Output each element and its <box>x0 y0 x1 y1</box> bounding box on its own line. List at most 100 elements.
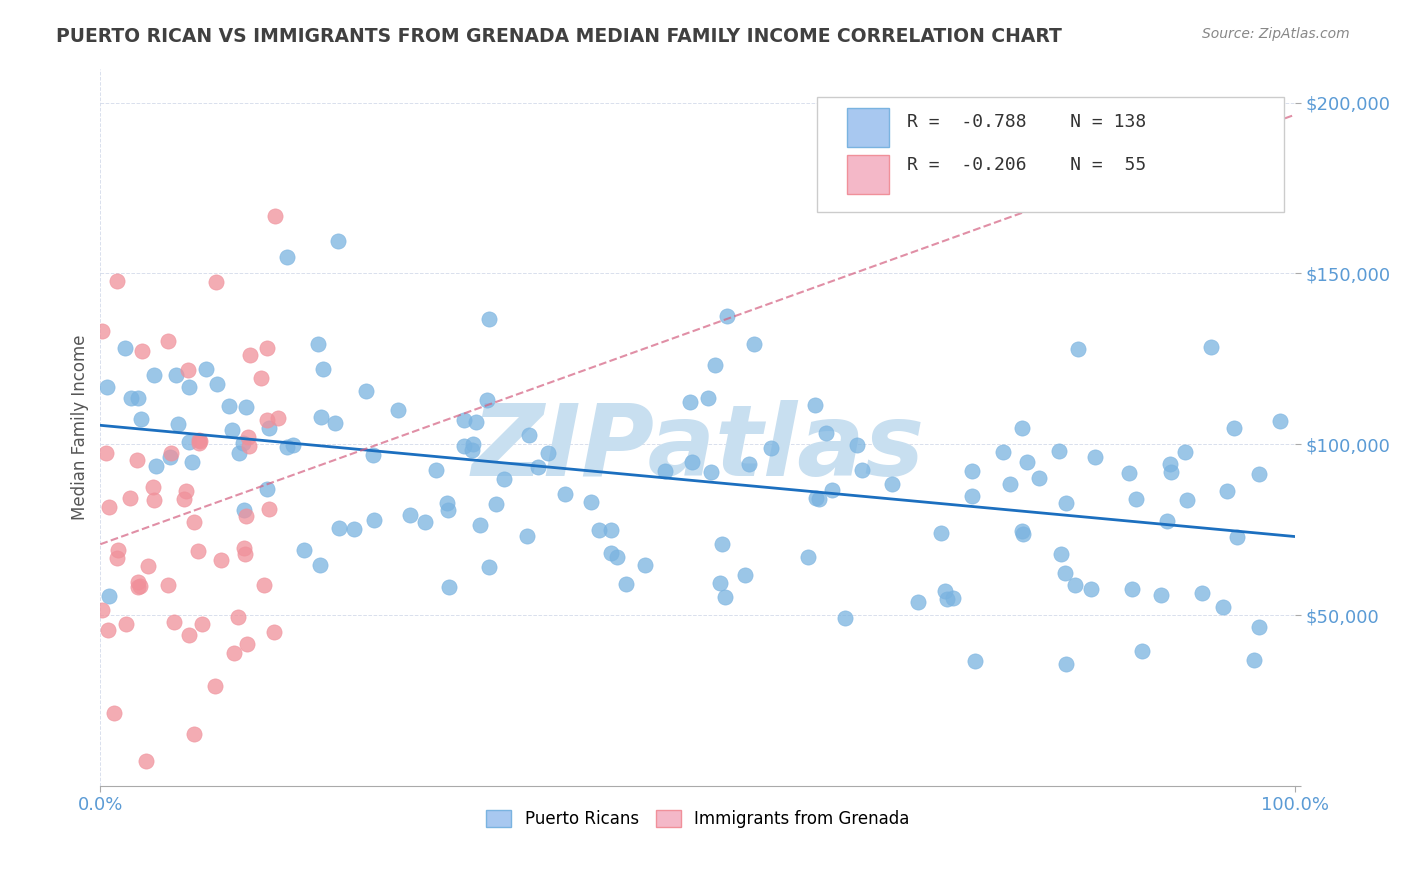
Point <box>1130 643 1153 657</box>
Point <box>97 623 120 637</box>
Point <box>120 391 142 405</box>
Point <box>1054 657 1077 672</box>
Point <box>142 480 165 494</box>
Point <box>759 441 782 455</box>
Point <box>224 646 246 660</box>
Point <box>143 368 166 383</box>
Point <box>343 522 366 536</box>
Point <box>461 437 484 451</box>
Point <box>308 558 330 572</box>
Point <box>516 529 538 543</box>
Point <box>205 376 228 391</box>
Point <box>267 410 290 425</box>
Point <box>965 654 987 668</box>
Point <box>834 611 856 625</box>
Point <box>738 457 761 471</box>
Point <box>734 568 756 582</box>
Point <box>190 617 212 632</box>
Point <box>256 341 278 355</box>
Point <box>167 417 190 432</box>
Point <box>312 361 335 376</box>
Point <box>156 334 179 348</box>
Point <box>437 502 460 516</box>
Point <box>233 547 256 561</box>
Point <box>1223 421 1246 435</box>
Point <box>127 575 149 590</box>
FancyBboxPatch shape <box>817 97 1284 212</box>
Point <box>183 516 205 530</box>
Point <box>129 579 152 593</box>
Point <box>107 543 129 558</box>
Point <box>281 438 304 452</box>
Point <box>292 542 315 557</box>
Point <box>238 430 260 444</box>
Point <box>1015 455 1038 469</box>
Point <box>714 590 737 604</box>
Point <box>517 427 540 442</box>
Point <box>849 189 872 203</box>
Point <box>998 477 1021 491</box>
Y-axis label: Median Family Income: Median Family Income <box>72 334 89 520</box>
Point <box>363 513 385 527</box>
Point <box>1084 450 1107 465</box>
Point <box>846 438 869 452</box>
Point <box>127 392 149 406</box>
Point <box>232 436 254 450</box>
Point <box>453 413 475 427</box>
Point <box>1150 588 1173 602</box>
Point <box>97 500 120 514</box>
Point <box>276 251 298 265</box>
Text: Source: ZipAtlas.com: Source: ZipAtlas.com <box>1202 27 1350 41</box>
Point <box>1191 586 1213 600</box>
Point <box>492 472 515 486</box>
Point <box>209 553 232 567</box>
Legend: Puerto Ricans, Immigrants from Grenada: Puerto Ricans, Immigrants from Grenada <box>479 804 915 835</box>
Point <box>354 384 377 398</box>
Point <box>1011 524 1033 538</box>
Point <box>942 591 965 605</box>
Point <box>264 209 287 223</box>
Point <box>588 523 610 537</box>
Point <box>600 546 623 560</box>
Point <box>1249 620 1271 634</box>
Point <box>307 336 329 351</box>
Point <box>1160 466 1182 480</box>
Point <box>136 558 159 573</box>
Point <box>179 435 201 450</box>
Point <box>177 362 200 376</box>
Point <box>1159 457 1181 471</box>
Point <box>94 446 117 460</box>
Point <box>1225 530 1247 544</box>
Point <box>478 559 501 574</box>
Point <box>232 541 254 555</box>
Point <box>929 525 952 540</box>
Point <box>96 380 118 394</box>
Point <box>804 491 827 505</box>
Point <box>328 521 350 535</box>
Point <box>461 443 484 458</box>
FancyBboxPatch shape <box>848 108 889 147</box>
Point <box>1121 582 1143 597</box>
Point <box>470 518 492 533</box>
Point <box>1216 483 1239 498</box>
Point <box>256 413 278 427</box>
Point <box>326 235 349 249</box>
Point <box>160 446 183 460</box>
Point <box>710 537 733 551</box>
Point <box>181 455 204 469</box>
Point <box>1118 466 1140 480</box>
Point <box>387 402 409 417</box>
Point <box>907 595 929 609</box>
Point <box>716 309 738 323</box>
Point <box>97 589 120 603</box>
Point <box>807 491 830 506</box>
Point <box>475 393 498 408</box>
Point <box>616 577 638 591</box>
Point <box>703 359 725 373</box>
Point <box>105 274 128 288</box>
Text: ZIPatlas: ZIPatlas <box>471 401 925 497</box>
Point <box>204 679 226 693</box>
Point <box>882 477 904 491</box>
Point <box>1243 652 1265 666</box>
Point <box>1028 470 1050 484</box>
